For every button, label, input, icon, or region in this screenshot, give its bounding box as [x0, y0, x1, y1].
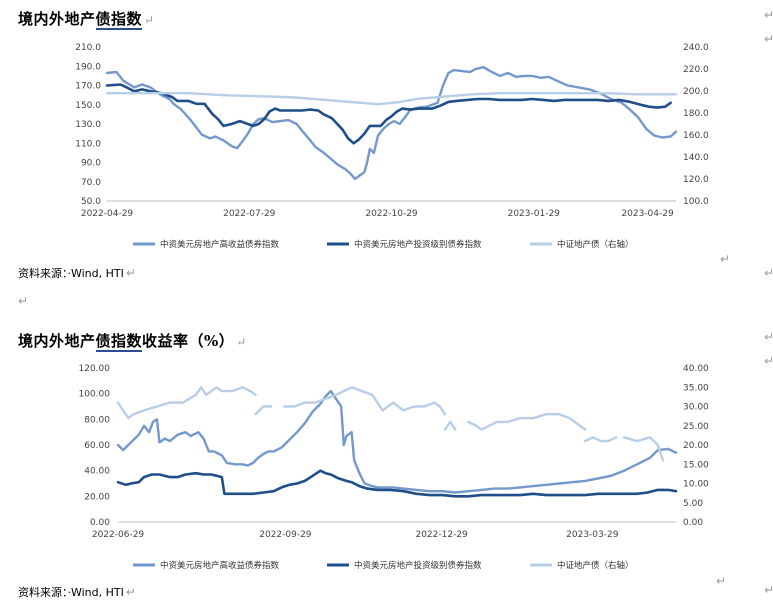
series-line-high-yield — [105, 66, 678, 181]
right-axis-tick-label: 15.00 — [683, 460, 709, 470]
left-axis-tick-label: 130.0 — [75, 120, 101, 130]
x-axis-tick-label: 2022-12-29 — [415, 530, 468, 540]
left-axis-tick-label: 20.00 — [84, 492, 110, 502]
x-axis-tick-label: 2023-01-29 — [508, 209, 561, 219]
series-line-csi-property — [622, 436, 665, 462]
series-line-csi-property — [105, 92, 678, 106]
left-axis-tick-label: 170.0 — [75, 82, 101, 92]
left-axis-tick-label: 90.0 — [81, 159, 101, 169]
right-axis-tick-label: 40.00 — [683, 364, 709, 374]
paragraph-mark-icon: ↵ — [18, 294, 29, 308]
x-axis-tick-label: 2022-04-29 — [81, 209, 134, 219]
paragraph-mark-icon: ↵ — [764, 32, 773, 46]
left-axis-tick-label: 60.00 — [84, 441, 110, 451]
right-axis-tick-label: 5.00 — [683, 499, 703, 509]
right-axis-tick-label: 120.0 — [683, 175, 709, 185]
left-axis-tick-label: 120.00 — [79, 364, 111, 374]
paragraph-mark-icon: ↵ — [764, 354, 773, 368]
paragraph-mark-icon: ↵ — [716, 574, 727, 588]
legend-label: 中资美元房地产投资级别债券指数 — [354, 560, 482, 571]
chart2-title-part-b: 债指数 — [95, 332, 143, 352]
right-axis-tick-label: 220.0 — [683, 65, 709, 75]
legend-label: 中证地产债（右轴） — [557, 239, 634, 250]
chart2-source-text: 资料来源：·Wind, HTI — [18, 586, 124, 599]
chart1-title-part-b: 债指数 — [95, 10, 143, 30]
right-axis-tick-label: 140.0 — [683, 153, 709, 163]
x-axis-tick-label: 2022-06-29 — [92, 530, 145, 540]
chart2-title: 境内外地产债指数收益率（%） ↵ — [18, 330, 247, 352]
paragraph-mark-icon: ↵ — [764, 330, 773, 344]
left-axis-tick-label: 210.0 — [75, 43, 101, 53]
chart1-title-part-a: 境内外地产 — [18, 10, 96, 28]
paragraph-mark-icon: ↵ — [764, 583, 773, 597]
left-axis-tick-label: 40.00 — [84, 467, 110, 477]
right-axis-tick-label: 30.00 — [683, 403, 709, 413]
paragraph-mark-icon: ↵ — [125, 585, 136, 599]
legend-label: 中资美元房地产高收益债券指数 — [160, 239, 280, 250]
series-line-investment-grade — [105, 83, 672, 145]
left-axis-tick-label: 0.00 — [90, 518, 110, 528]
x-axis-tick-label: 2022-07-29 — [223, 209, 276, 219]
paragraph-mark-icon: ↵ — [720, 252, 731, 266]
series-line-investment-grade — [116, 469, 678, 498]
x-axis-tick-label: 2023-04-29 — [621, 209, 674, 219]
left-axis-tick-label: 110.0 — [75, 139, 101, 149]
series-line-csi-property — [282, 386, 447, 416]
series-line-csi-property — [116, 386, 257, 420]
x-axis-tick-label: 2022-10-29 — [365, 209, 418, 219]
series-line-csi-property — [254, 405, 273, 416]
paragraph-mark-icon: ↵ — [144, 13, 155, 27]
right-axis-tick-label: 10.00 — [683, 480, 709, 490]
right-axis-tick-label: 180.0 — [683, 109, 709, 119]
legend-label: 中资美元房地产高收益债券指数 — [160, 560, 280, 571]
right-axis-tick-label: 100.0 — [683, 197, 709, 207]
x-axis-tick-label: 2022-09-29 — [259, 530, 312, 540]
legend-label: 中资美元房地产投资级别债券指数 — [354, 239, 482, 250]
chart2-source: 资料来源：·Wind, HTI ↵ — [18, 584, 136, 600]
left-axis-tick-label: 190.0 — [75, 62, 101, 72]
paragraph-mark-icon: ↵ — [236, 335, 247, 349]
right-axis-tick-label: 20.00 — [683, 441, 709, 451]
right-axis-tick-label: 35.00 — [683, 383, 709, 393]
right-axis-tick-label: 200.0 — [683, 87, 709, 97]
paragraph-mark-icon: ↵ — [764, 266, 773, 280]
series-line-csi-property — [584, 436, 618, 443]
series-line-csi-property — [443, 420, 457, 431]
right-axis-tick-label: 0.00 — [683, 518, 703, 528]
right-axis-tick-label: 240.0 — [683, 43, 709, 53]
legend-label: 中证地产债（右轴） — [557, 560, 634, 571]
chart1-source: 资料来源：·Wind, HTI ↵ — [18, 265, 136, 281]
right-axis-tick-label: 25.00 — [683, 422, 709, 432]
left-axis-tick-label: 50.0 — [81, 197, 101, 207]
x-axis-tick-label: 2023-03-29 — [566, 530, 619, 540]
paragraph-mark-icon: ↵ — [125, 266, 136, 280]
left-axis-tick-label: 80.00 — [84, 415, 110, 425]
right-axis-tick-label: 160.0 — [683, 131, 709, 141]
paragraph-mark-icon: ↵ — [764, 8, 773, 22]
left-axis-tick-label: 100.00 — [79, 390, 111, 400]
chart2-title-part-a: 境内外地产 — [18, 332, 96, 350]
chart1-title: 境内外地产债指数 ↵ — [18, 8, 155, 30]
left-axis-tick-label: 150.0 — [75, 101, 101, 111]
left-axis-tick-label: 70.0 — [81, 178, 101, 188]
series-line-csi-property — [467, 413, 587, 431]
series-line-high-yield — [116, 389, 678, 494]
chart1-source-text: 资料来源：·Wind, HTI — [18, 267, 124, 280]
chart2-title-part-c: 收益率（%） — [142, 332, 235, 350]
